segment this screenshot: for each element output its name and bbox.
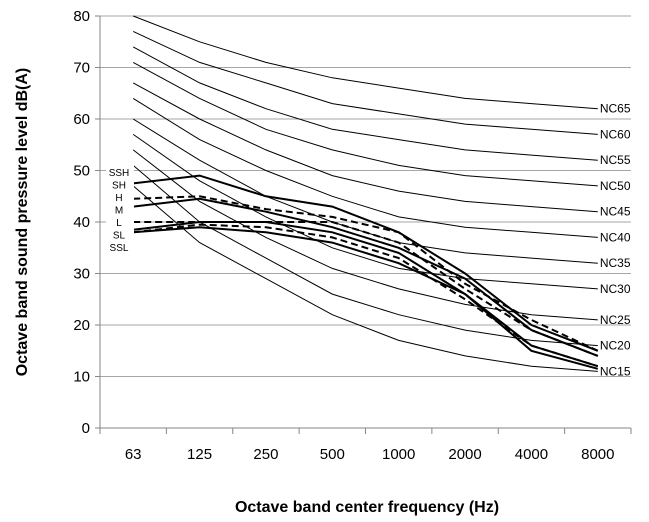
mode-label-ssh: SSH [109,168,130,179]
y-tick-label: 20 [73,317,90,334]
y-axis-ticks: 0 10 20 30 40 50 60 70 80 [73,8,100,437]
nc-curve-nc15 [132,185,598,372]
mode-curve-ssh [133,174,599,352]
x-axis-title: Octave band center frequency (Hz) [235,499,499,516]
y-tick-label: 70 [73,60,90,77]
mode-curves [133,174,599,370]
nc-label-nc30: NC30 [600,282,631,296]
nc-curves [132,15,598,372]
mode-curve-ssl [133,226,599,370]
mode-label-l: L [116,218,122,229]
nc-curve-nc40 [132,97,598,238]
y-tick-label: 10 [73,369,90,386]
nc-curve-nc50 [132,61,598,187]
nc-curve-labels: NC65 NC60 NC55 NC50 NC45 NC40 NC35 NC30 NC25 NC20… [600,102,631,379]
x-tick-label: 1000 [382,446,415,463]
mode-label-h: H [115,193,122,204]
nc-curve-nc30 [132,133,598,290]
x-tick-label: 500 [320,446,345,463]
nc-label-nc55: NC55 [600,153,631,167]
nc-label-nc45: NC45 [600,205,631,219]
mode-label-background [106,165,134,255]
nc-curve-nc60 [132,30,598,135]
nc-label-nc25: NC25 [600,313,631,327]
x-tick-label: 63 [125,446,142,463]
x-tick-label: 8000 [581,446,614,463]
mode-curve-sl [133,223,599,368]
mode-label-sl: SL [113,231,126,242]
nc-label-nc50: NC50 [600,179,631,193]
gridlines [99,15,631,429]
y-tick-label: 60 [73,111,90,128]
x-tick-label: 250 [253,446,278,463]
mode-curve-h [133,195,599,352]
mode-label-sh: SH [112,181,126,192]
nc-curve-nc25 [132,149,598,321]
nc-curve-nc55 [132,46,598,161]
nc-label-nc35: NC35 [600,256,631,270]
nc-label-nc20: NC20 [600,339,631,353]
nc-curve-nc65 [133,15,598,110]
nc-label-nc60: NC60 [600,127,631,141]
mode-label-ssl: SSL [110,243,129,254]
x-tick-label: 125 [187,446,212,463]
y-tick-label: 40 [73,214,90,231]
y-axis-title: Octave band sound pressure level dB(A) [14,68,31,377]
mode-curve-sh [133,197,599,357]
nc-label-nc65: NC65 [600,102,631,116]
x-axis-ticks: 63 125 250 500 1000 2000 4000 8000 [99,428,632,463]
nc-curve-nc45 [132,82,598,213]
nc-label-nc15: NC15 [600,364,631,378]
y-tick-label: 50 [73,163,90,180]
mode-label-m: M [115,206,123,217]
y-tick-label: 30 [73,266,90,283]
y-tick-label: 80 [73,8,90,25]
x-tick-label: 4000 [515,446,548,463]
mode-curve-l [133,221,599,368]
x-tick-label: 2000 [448,446,481,463]
nc-label-nc40: NC40 [600,230,631,244]
y-tick-label: 0 [82,420,90,437]
